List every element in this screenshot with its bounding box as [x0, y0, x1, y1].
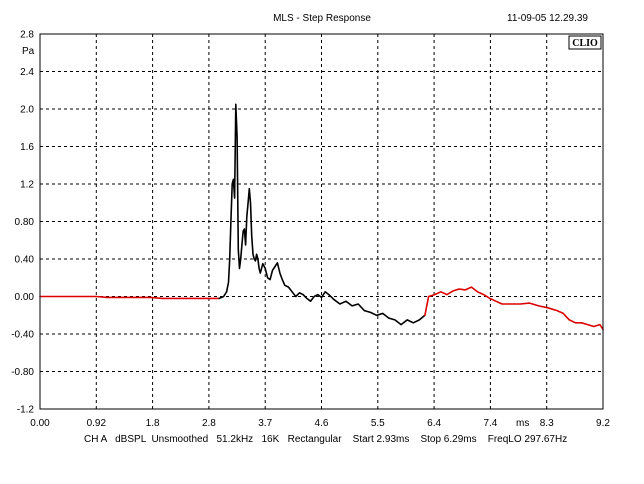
- y-tick-label: 2.0: [20, 105, 34, 116]
- series-line-before-window: [39, 295, 221, 300]
- series-group: [39, 103, 604, 331]
- x-tick-label: 8.3: [540, 418, 554, 429]
- x-tick-label: 4.6: [315, 418, 329, 429]
- x-tick-label: 6.4: [427, 418, 441, 429]
- y-tick-label: 1.6: [20, 142, 34, 153]
- y-tick-label: -1.2: [17, 405, 35, 416]
- y-tick-label: 0.40: [15, 255, 35, 266]
- series-line-after-window: [424, 286, 604, 331]
- x-tick-label: 0.00: [30, 418, 50, 429]
- grid: [40, 34, 603, 409]
- y-tick-label: 2.4: [20, 67, 34, 78]
- y-tick-label: -0.80: [11, 367, 34, 378]
- y-tick-label: 0.00: [15, 292, 35, 303]
- clio-logo: CLIO: [568, 35, 602, 50]
- timestamp: 11-09-05 12.29.39: [507, 13, 588, 24]
- svg-text:CLIO: CLIO: [572, 38, 598, 49]
- y-tick-label: 0.80: [15, 217, 35, 228]
- x-axis-ticks: 0.00 0.92 1.8 2.8 3.7 4.6 5.5 6.4 7.4 8.3 9.2: [30, 418, 610, 429]
- x-tick-label: 2.8: [202, 418, 216, 429]
- series-line-window: [218, 103, 426, 326]
- x-tick-label: 9.2: [596, 418, 610, 429]
- chart-title: MLS - Step Response: [273, 13, 371, 24]
- y-tick-label: 2.8: [20, 30, 34, 41]
- x-tick-label: 0.92: [87, 418, 107, 429]
- x-tick-label: 7.4: [483, 418, 497, 429]
- x-tick-label: 5.5: [371, 418, 385, 429]
- measurement-settings: CH A dBSPL Unsmoothed 51.2kHz 16K Rectan…: [84, 434, 567, 445]
- x-tick-label: 1.8: [146, 418, 160, 429]
- y-axis-label: Pa: [22, 46, 35, 57]
- y-tick-label: 1.2: [20, 180, 34, 191]
- x-axis-label: ms: [516, 418, 529, 429]
- y-tick-label: -0.40: [11, 330, 34, 341]
- x-tick-label: 3.7: [258, 418, 272, 429]
- y-axis-ticks: 2.8 2.4 2.0 1.6 1.2 0.80 0.40 0.00 -0.40 -0.80 -1.…: [11, 30, 34, 416]
- plot-frame: [39, 33, 604, 410]
